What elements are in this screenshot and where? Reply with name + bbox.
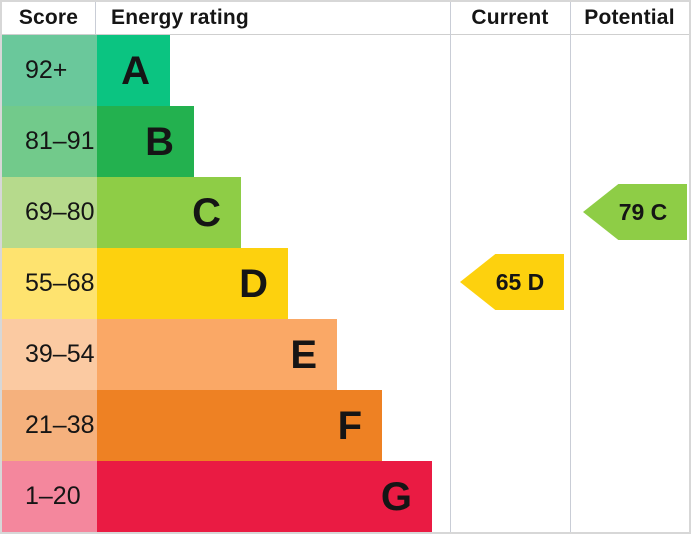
potential-rating-label: 79 C (618, 198, 668, 225)
score-range-f: 21–38 (2, 390, 97, 461)
score-range-c: 69–80 (2, 177, 97, 248)
rating-letter-a: A (121, 48, 150, 93)
rating-letter-g: G (380, 474, 412, 519)
rating-row-a: 92+ A (2, 35, 689, 106)
header-potential: Potential (584, 6, 675, 29)
score-range-b: 81–91 (2, 106, 97, 177)
column-divider-potential (570, 2, 571, 532)
score-range-g: 1–20 (2, 461, 97, 532)
rating-bar-b: B (97, 106, 194, 177)
score-range-e: 39–54 (2, 319, 97, 390)
rating-row-b: 81–91 B (2, 106, 689, 177)
header-score: Score (2, 2, 96, 34)
rating-bar-d: D (97, 248, 288, 319)
rating-row-d: 55–68 D (2, 248, 689, 319)
current-rating-label: 65 D (495, 268, 545, 295)
rating-letter-f: F (337, 403, 362, 448)
score-range-d: 55–68 (2, 248, 97, 319)
header-energy-rating: Energy rating (111, 6, 249, 29)
rating-row-f: 21–38 F (2, 390, 689, 461)
column-divider-current (450, 2, 451, 532)
rating-letter-c: C (192, 190, 221, 235)
score-range-a: 92+ (2, 35, 97, 106)
rating-letter-b: B (145, 119, 174, 164)
rating-bar-c: C (97, 177, 241, 248)
rating-bar-f: F (97, 390, 382, 461)
rating-row-c: 69–80 C (2, 177, 689, 248)
header-current: Current (471, 6, 549, 29)
rating-letter-d: D (239, 261, 268, 306)
rating-letter-e: E (290, 332, 317, 377)
rating-bar-g: G (97, 461, 432, 532)
rating-row-g: 1–20 G (2, 461, 689, 532)
rating-row-e: 39–54 E (2, 319, 689, 390)
rating-bar-e: E (97, 319, 337, 390)
rating-bar-a: A (97, 35, 170, 106)
table-header: Score Energy rating Current Potential (2, 2, 689, 35)
